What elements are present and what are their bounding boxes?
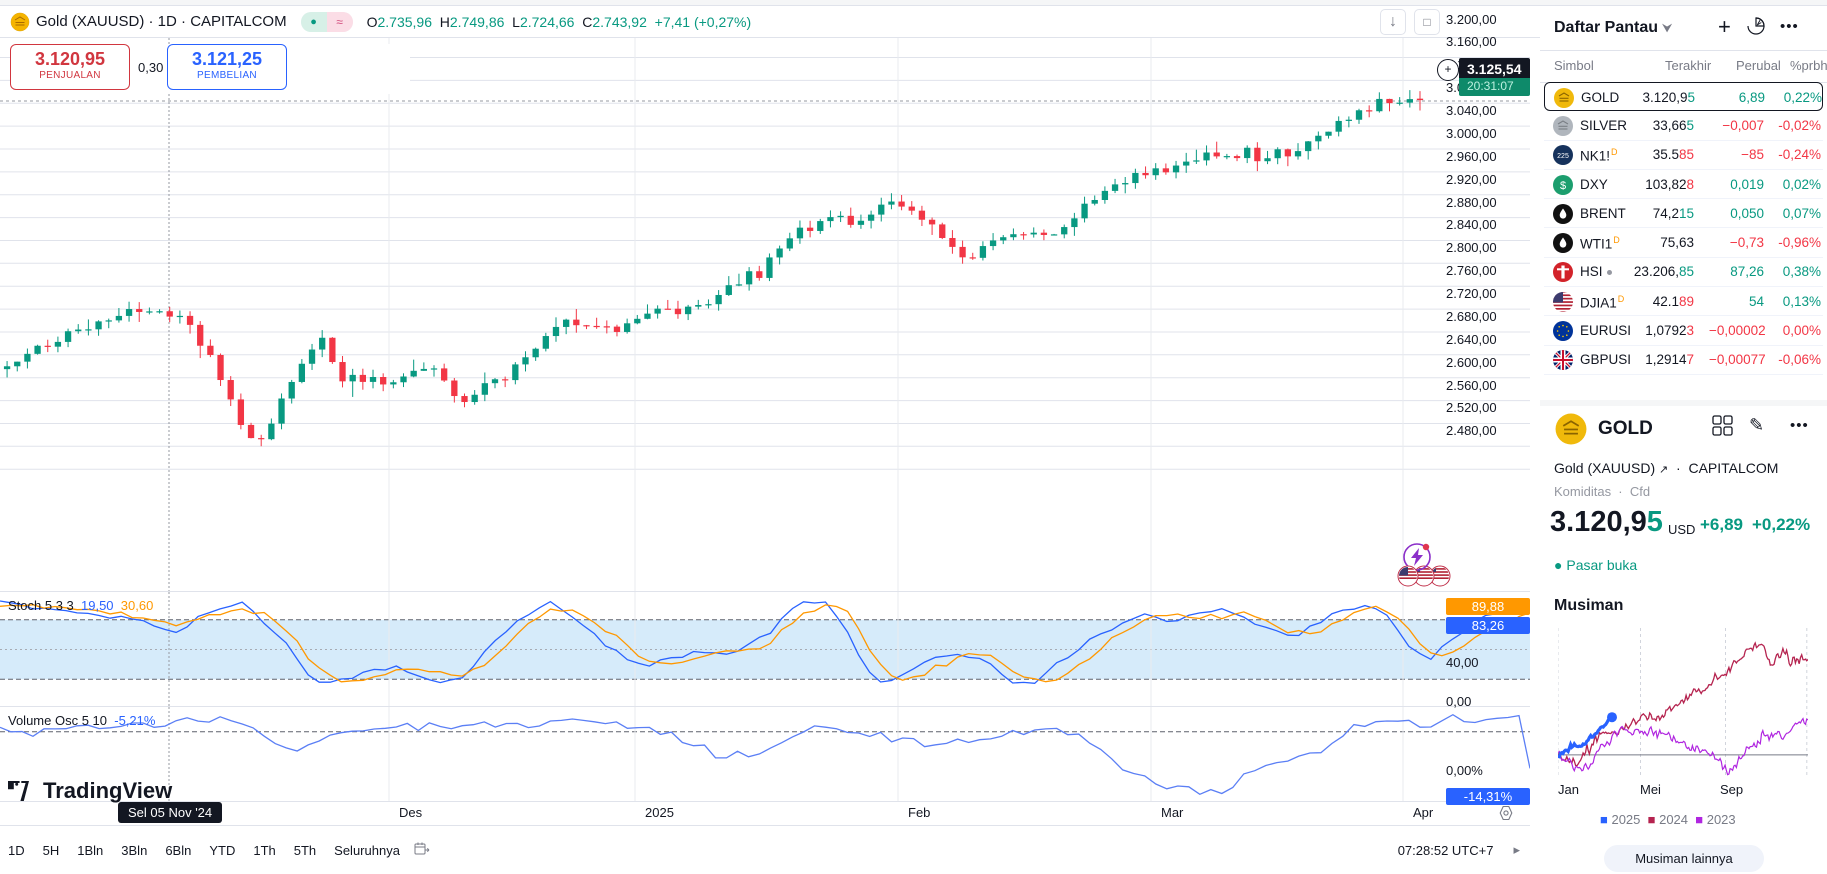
svg-text:$: $ bbox=[1560, 180, 1566, 192]
svg-text:225: 225 bbox=[1557, 153, 1569, 160]
